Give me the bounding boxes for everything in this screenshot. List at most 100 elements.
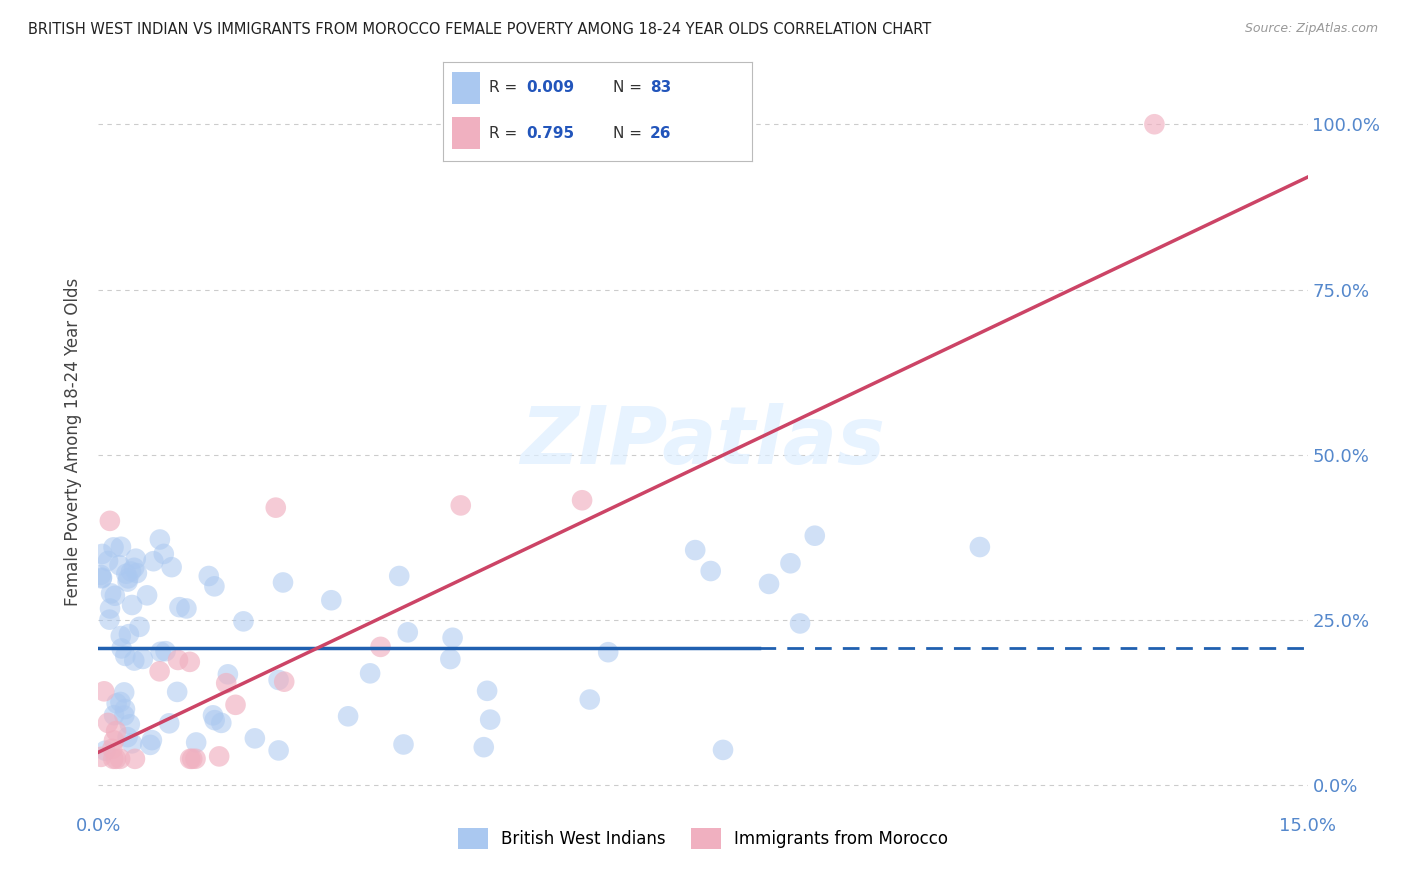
Text: R =: R = [489, 126, 523, 141]
Bar [453, 72, 479, 103]
Point [370, 640, 392, 654]
Point [110, 695, 132, 709]
Point [204, 713, 226, 727]
Point [186, 735, 208, 749]
Point [98, 613, 121, 627]
Point [683, 543, 706, 558]
Point [91, 571, 114, 585]
Point [149, 665, 172, 679]
Point [117, 574, 139, 589]
Point [273, 674, 295, 689]
Legend: British West Indians, Immigrants from Morocco: British West Indians, Immigrants from Mo… [451, 822, 955, 855]
Point [104, 589, 127, 603]
Point [450, 499, 472, 513]
Point [108, 752, 131, 766]
Point [167, 653, 190, 667]
Point [598, 645, 620, 659]
Point [103, 541, 125, 555]
Point [124, 752, 146, 766]
Point [321, 593, 343, 607]
Point [571, 493, 593, 508]
Point [136, 588, 159, 602]
Point [108, 558, 131, 573]
Point [121, 736, 143, 750]
Point [105, 724, 128, 739]
Bar [453, 118, 479, 149]
Point [155, 644, 177, 658]
Point [1143, 117, 1166, 131]
Text: ZIPatlas: ZIPatlas [520, 402, 886, 481]
Point [90, 568, 112, 582]
Point [359, 666, 381, 681]
Point [217, 667, 239, 681]
Point [475, 683, 498, 698]
Point [472, 740, 495, 755]
Point [578, 692, 600, 706]
Point [97, 715, 120, 730]
Point [243, 731, 266, 746]
Point [110, 629, 132, 643]
Point [101, 741, 124, 756]
Point [125, 551, 148, 566]
Point [128, 620, 150, 634]
Point [91, 547, 114, 561]
Point [711, 743, 734, 757]
Point [132, 652, 155, 666]
Point [139, 738, 162, 752]
Point [208, 749, 231, 764]
Point [232, 615, 254, 629]
Point [100, 586, 122, 600]
Point [103, 752, 125, 766]
Point [149, 533, 172, 547]
Point [118, 717, 141, 731]
Text: N =: N = [613, 126, 647, 141]
Point [125, 566, 148, 580]
Point [184, 752, 207, 766]
Point [264, 500, 287, 515]
Point [388, 569, 411, 583]
Point [115, 566, 138, 581]
Point [105, 697, 128, 711]
Point [90, 571, 112, 585]
Point [122, 654, 145, 668]
Point [176, 601, 198, 615]
Point [392, 738, 415, 752]
Point [97, 554, 120, 568]
Text: 83: 83 [650, 80, 672, 95]
Point [179, 752, 201, 766]
Point [114, 648, 136, 663]
Point [215, 676, 238, 690]
Point [267, 743, 290, 757]
Point [98, 601, 121, 615]
Text: BRITISH WEST INDIAN VS IMMIGRANTS FROM MOROCCO FEMALE POVERTY AMONG 18-24 YEAR O: BRITISH WEST INDIAN VS IMMIGRANTS FROM M… [28, 22, 931, 37]
Point [267, 673, 290, 687]
Point [118, 627, 141, 641]
Point [181, 752, 204, 766]
Point [969, 540, 991, 554]
Point [114, 702, 136, 716]
Point [197, 569, 219, 583]
Point [103, 733, 125, 747]
Point [98, 514, 121, 528]
Point [94, 744, 117, 758]
Point [160, 560, 183, 574]
Y-axis label: Female Poverty Among 18-24 Year Olds: Female Poverty Among 18-24 Year Olds [65, 277, 83, 606]
Point [141, 733, 163, 747]
Point [441, 631, 464, 645]
Point [90, 750, 112, 764]
Point [120, 565, 142, 579]
Point [152, 547, 174, 561]
Text: 0.795: 0.795 [526, 126, 575, 141]
Point [699, 564, 721, 578]
Point [157, 716, 180, 731]
Point [104, 752, 127, 766]
Point [117, 571, 139, 585]
Point [179, 655, 201, 669]
Point [93, 684, 115, 698]
Point [204, 579, 226, 593]
Text: 26: 26 [650, 126, 672, 141]
Point [103, 708, 125, 723]
Point [117, 730, 139, 744]
Point [112, 708, 135, 723]
Point [201, 708, 224, 723]
